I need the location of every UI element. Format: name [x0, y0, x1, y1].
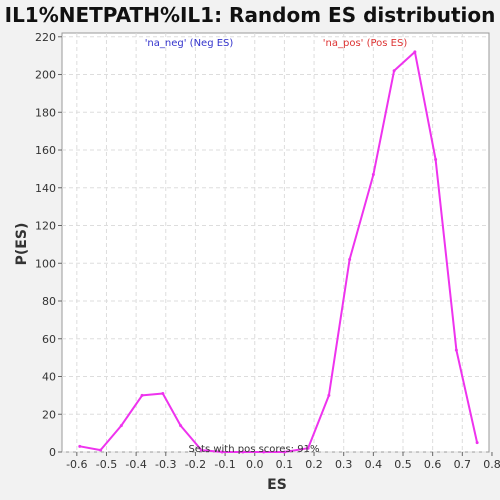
data-point [393, 69, 396, 72]
chart-title: IL1%NETPATH%IL1: Random ES distribution [5, 3, 496, 27]
x-tick-label: 0.7 [454, 458, 472, 471]
x-tick-label: -0.4 [125, 458, 146, 471]
y-tick-label: 80 [42, 295, 56, 308]
x-tick-label: 0.5 [394, 458, 412, 471]
y-tick-label: 0 [49, 446, 56, 459]
x-tick-label: -0.3 [155, 458, 176, 471]
data-point [141, 394, 144, 397]
x-tick-label: 0.4 [365, 458, 383, 471]
x-axis-label: ES [267, 477, 287, 493]
data-point [434, 158, 437, 161]
y-tick-label: 40 [42, 371, 56, 384]
data-point [161, 392, 164, 395]
x-tick-label: -0.2 [185, 458, 206, 471]
y-tick-label: 200 [35, 69, 56, 82]
data-point [99, 449, 102, 452]
data-point [179, 424, 182, 427]
data-point [78, 445, 81, 448]
x-tick-label: 0.1 [276, 458, 294, 471]
data-point [120, 424, 123, 427]
x-tick-label: -0.5 [96, 458, 117, 471]
data-point [476, 441, 479, 444]
data-point [327, 394, 330, 397]
y-tick-label: 140 [35, 182, 56, 195]
y-tick-label: 100 [35, 257, 56, 270]
y-tick-label: 120 [35, 220, 56, 233]
y-tick-label: 160 [35, 144, 56, 157]
x-tick-label: 0.8 [483, 458, 500, 471]
data-point [372, 173, 375, 176]
plot-area [62, 33, 489, 452]
x-tick-label: 0.0 [246, 458, 264, 471]
y-tick-label: 60 [42, 333, 56, 346]
y-tick-label: 20 [42, 408, 56, 421]
pos-scores-annotation: Sets with pos scores: 91% [189, 444, 320, 455]
data-point [413, 50, 416, 53]
x-tick-label: -0.6 [66, 458, 87, 471]
data-point [348, 258, 351, 261]
y-tick-label: 180 [35, 106, 56, 119]
neg-es-annotation: 'na_neg' (Neg ES) [145, 38, 234, 49]
y-axis-label: P(ES) [14, 223, 30, 266]
x-tick-label: 0.3 [335, 458, 353, 471]
y-tick-label: 220 [35, 31, 56, 44]
x-tick-label: -0.1 [214, 458, 235, 471]
x-tick-label: 0.2 [305, 458, 323, 471]
y-axis-ticks: 0 20 40 60 80 100 120 140 160 180 200 220 [35, 31, 62, 459]
x-tick-label: 0.6 [424, 458, 442, 471]
data-point [455, 349, 458, 352]
pos-es-annotation: 'na_pos' (Pos ES) [323, 38, 408, 49]
